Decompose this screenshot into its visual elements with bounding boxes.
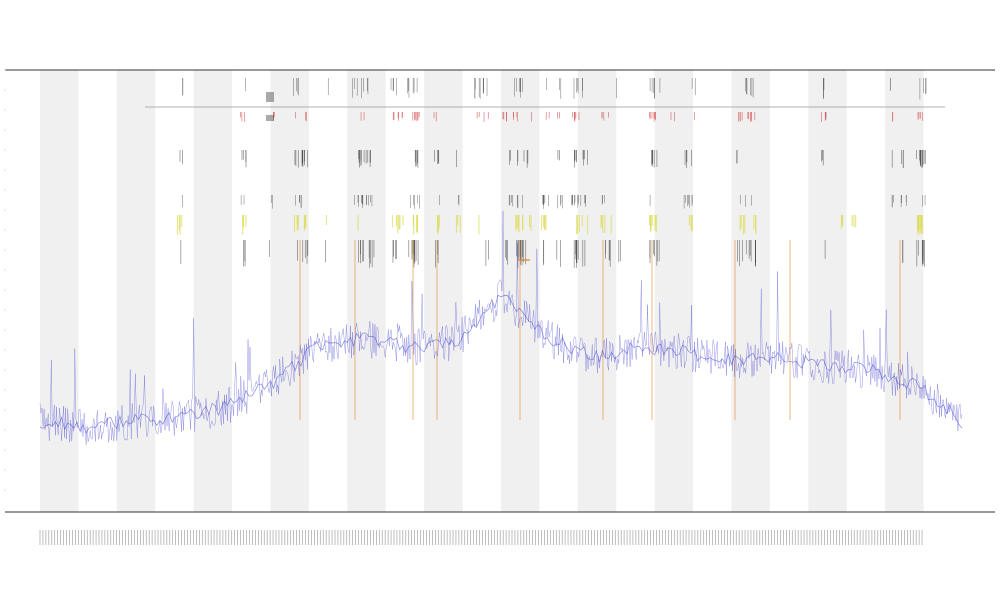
background-band: [347, 70, 386, 512]
background-band: [40, 70, 79, 512]
background-band: [808, 70, 847, 512]
background-band: [116, 70, 156, 512]
label-block: [266, 115, 274, 121]
label-block: [266, 92, 274, 102]
background-band: [424, 70, 463, 512]
background-band: [193, 70, 233, 512]
background-band: [577, 70, 617, 512]
background-band: [885, 70, 924, 512]
signal-series: [39, 210, 963, 445]
signal-series-smooth: [39, 294, 963, 434]
background-band: [654, 70, 694, 512]
background-band: [270, 70, 309, 512]
background-band: [731, 70, 770, 512]
